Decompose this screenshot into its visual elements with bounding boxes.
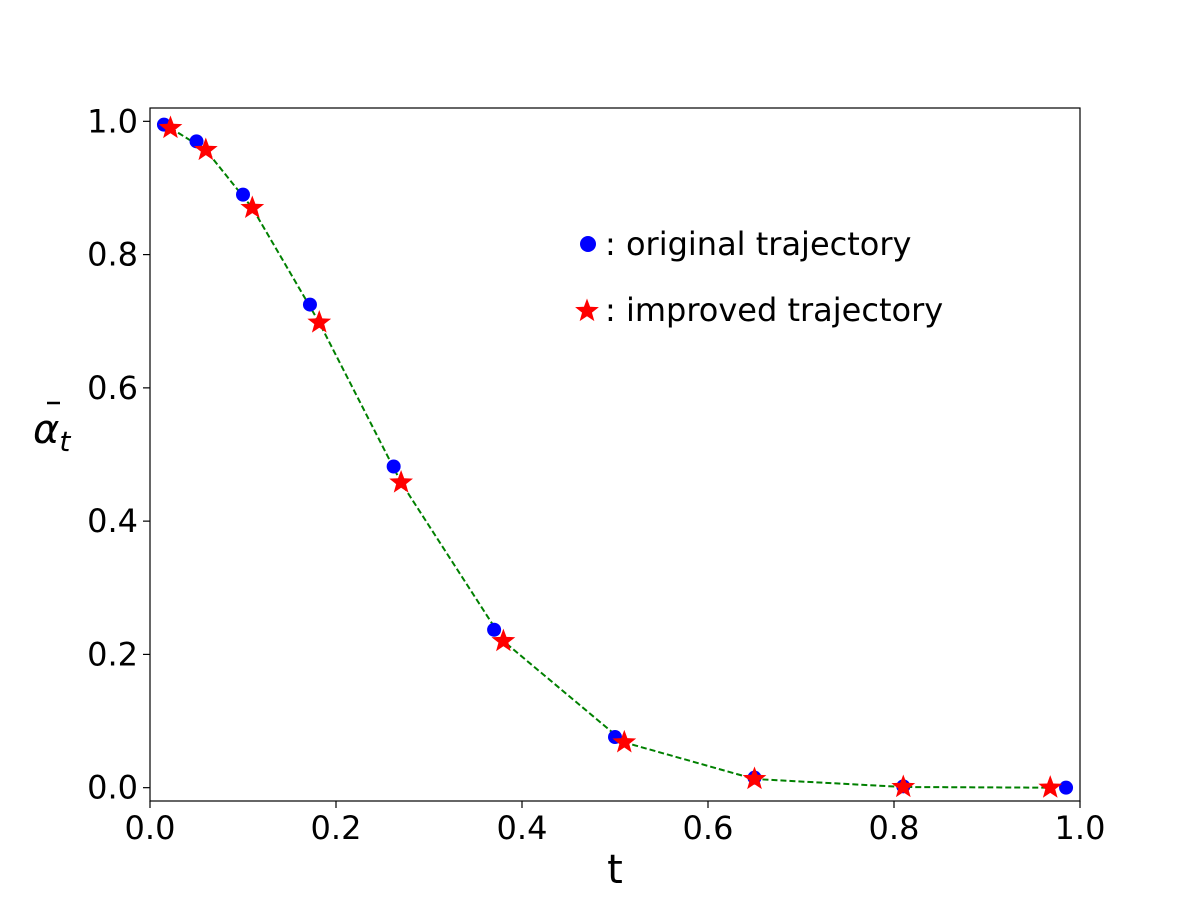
plot-frame: [149, 107, 1081, 802]
x-tick-label: 0.0: [125, 809, 176, 847]
data-point-original: [302, 297, 317, 312]
y-tick-label: 0.2: [87, 635, 138, 673]
y-axis-label-base: α: [33, 407, 59, 453]
legend-star-shape: [575, 298, 599, 322]
legend-label-improved: : improved trajectory: [605, 291, 943, 329]
x-tick-label: 0.2: [311, 809, 362, 847]
data-point-improved: [193, 137, 218, 161]
plot-area: [156, 115, 1074, 798]
y-tick-label: 0.8: [87, 236, 138, 274]
y-axis-label-subscript: t: [59, 425, 71, 458]
data-point-original: [487, 622, 502, 637]
data-point-original: [189, 134, 204, 149]
x-tick-label: 0.4: [497, 809, 548, 847]
legend-marker-improved: [575, 298, 599, 322]
legend-marker-original: [580, 236, 596, 252]
legend-label-original: : original trajectory: [605, 225, 911, 263]
series-line-connecting: [169, 127, 1051, 789]
x-tick-label: 1.0: [1055, 809, 1106, 847]
y-axis-label: αt: [33, 407, 71, 458]
y-tick-label: 0.4: [87, 502, 138, 540]
y-tick-label: 0.0: [87, 769, 138, 807]
x-tick-label: 0.6: [683, 809, 734, 847]
data-point-improved: [389, 469, 413, 493]
data-point-improved: [158, 115, 183, 139]
y-tick-label: 0.6: [87, 369, 138, 407]
data-point-improved: [742, 766, 767, 790]
data-point-original: [236, 187, 250, 202]
data-point-improved: [612, 729, 637, 753]
x-axis-label: t: [607, 847, 623, 893]
data-point-original: [1059, 780, 1074, 795]
data-point-original: [386, 459, 401, 474]
x-tick-label: 0.8: [869, 809, 920, 847]
data-point-improved: [307, 310, 332, 333]
legend: : original trajectory : improved traject…: [575, 225, 943, 329]
data-point-improved: [240, 195, 265, 219]
axes: 0.0 0.2 0.4 0.6 0.8 1.0 0.0 0.2 0.4 0.6 0.8 1.0: [87, 102, 1105, 847]
data-point-improved: [1038, 775, 1063, 798]
y-tick-label: 1.0: [87, 102, 138, 140]
data-point-improved: [491, 628, 516, 652]
data-point-improved: [891, 774, 916, 798]
